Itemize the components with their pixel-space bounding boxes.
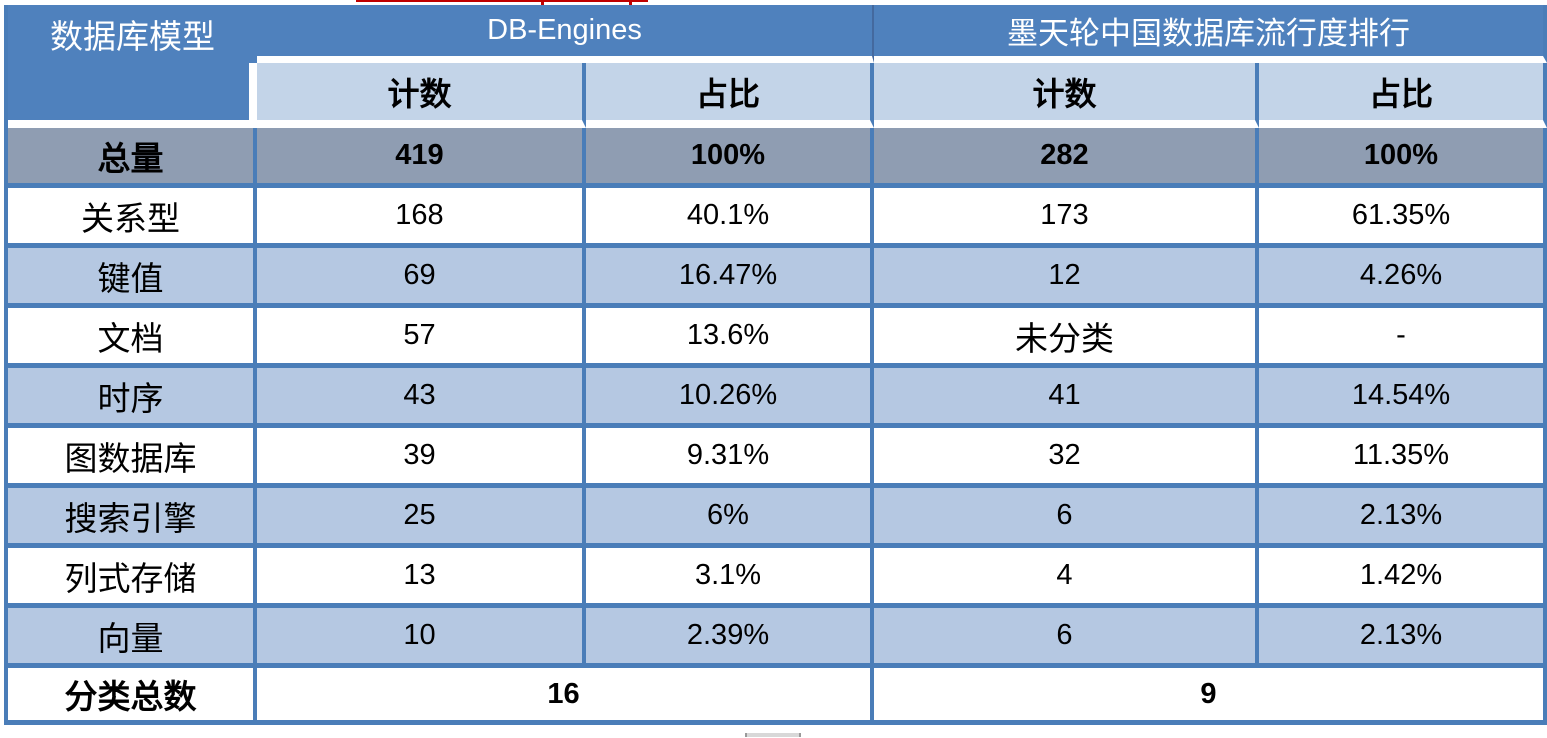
row-label: 搜索引擎 xyxy=(8,488,257,548)
row-label: 分类总数 xyxy=(8,668,257,725)
cell-value: 13.6% xyxy=(586,308,874,368)
header-group-row: 数据库模型 DB-Engines 墨天轮中国数据库流行度排行 xyxy=(8,5,1547,63)
cell-value: 12 xyxy=(874,248,1259,308)
row-label: 列式存储 xyxy=(8,548,257,608)
cell-value: 4 xyxy=(874,548,1259,608)
cell-value: 6 xyxy=(874,608,1259,668)
group-header-db-engines: DB-Engines xyxy=(257,5,874,63)
header-sub-row: 计数 占比 计数 占比 xyxy=(8,63,1547,128)
cell-value: 39 xyxy=(257,428,586,488)
table-row-columnar: 列式存储 13 3.1% 4 1.42% xyxy=(8,548,1547,608)
cell-value: 41 xyxy=(874,368,1259,428)
table-row-document: 文档 57 13.6% 未分类 - xyxy=(8,308,1547,368)
cell-value: 16.47% xyxy=(586,248,874,308)
table-row-graph: 图数据库 39 9.31% 32 11.35% xyxy=(8,428,1547,488)
row-label: 总量 xyxy=(8,128,257,188)
cell-value: 6% xyxy=(586,488,874,548)
cell-value: 419 xyxy=(257,128,586,188)
cell-value: 100% xyxy=(586,128,874,188)
cropped-cell-fragment xyxy=(745,733,801,737)
row-label: 文档 xyxy=(8,308,257,368)
category-total-db-engines: 16 xyxy=(257,668,874,725)
corner-header-database-model: 数据库模型 xyxy=(8,5,257,63)
cell-value: 11.35% xyxy=(1259,428,1547,488)
cell-value: 10.26% xyxy=(586,368,874,428)
row-label: 时序 xyxy=(8,368,257,428)
row-label: 图数据库 xyxy=(8,428,257,488)
cell-value: 3.1% xyxy=(586,548,874,608)
cell-value: 40.1% xyxy=(586,188,874,248)
col-header-share-db-engines: 占比 xyxy=(586,63,874,128)
cell-value: 173 xyxy=(874,188,1259,248)
cell-value: 13 xyxy=(257,548,586,608)
cropped-text-fragment xyxy=(629,0,632,5)
table-row-vector: 向量 10 2.39% 6 2.13% xyxy=(8,608,1547,668)
cell-value: - xyxy=(1259,308,1547,368)
cell-value: 14.54% xyxy=(1259,368,1547,428)
cell-value: 未分类 xyxy=(874,308,1259,368)
col-header-share-motianlun: 占比 xyxy=(1259,63,1547,128)
cell-value: 43 xyxy=(257,368,586,428)
table-row-key-value: 键值 69 16.47% 12 4.26% xyxy=(8,248,1547,308)
cell-value: 32 xyxy=(874,428,1259,488)
table-row-time-series: 时序 43 10.26% 41 14.54% xyxy=(8,368,1547,428)
table-row-category-total: 分类总数 16 9 xyxy=(8,668,1547,725)
cell-value: 168 xyxy=(257,188,586,248)
cell-value: 2.13% xyxy=(1259,488,1547,548)
cell-value: 69 xyxy=(257,248,586,308)
cell-value: 9.31% xyxy=(586,428,874,488)
category-total-motianlun: 9 xyxy=(874,668,1547,725)
cell-value: 282 xyxy=(874,128,1259,188)
cell-value: 100% xyxy=(1259,128,1547,188)
col-header-count-motianlun: 计数 xyxy=(874,63,1259,128)
cropped-text-fragment xyxy=(541,0,544,5)
row-label: 关系型 xyxy=(8,188,257,248)
cell-value: 6 xyxy=(874,488,1259,548)
cell-value: 25 xyxy=(257,488,586,548)
cell-value: 57 xyxy=(257,308,586,368)
cell-value: 2.13% xyxy=(1259,608,1547,668)
row-label: 键值 xyxy=(8,248,257,308)
database-model-comparison-table: 数据库模型 DB-Engines 墨天轮中国数据库流行度排行 计数 占比 计数 … xyxy=(4,5,1547,725)
table-row-relational: 关系型 168 40.1% 173 61.35% xyxy=(8,188,1547,248)
table-row-total: 总量 419 100% 282 100% xyxy=(8,128,1547,188)
row-label: 向量 xyxy=(8,608,257,668)
col-header-count-db-engines: 计数 xyxy=(257,63,586,128)
table-row-search-engine: 搜索引擎 25 6% 6 2.13% xyxy=(8,488,1547,548)
cell-value: 2.39% xyxy=(586,608,874,668)
cell-value: 10 xyxy=(257,608,586,668)
group-header-motianlun: 墨天轮中国数据库流行度排行 xyxy=(874,5,1547,63)
comparison-table: 数据库模型 DB-Engines 墨天轮中国数据库流行度排行 计数 占比 计数 … xyxy=(4,5,1547,725)
cell-value: 1.42% xyxy=(1259,548,1547,608)
cell-value: 4.26% xyxy=(1259,248,1547,308)
cell-value: 61.35% xyxy=(1259,188,1547,248)
cropped-text-underline-fragment xyxy=(356,0,648,2)
corner-header-spacer xyxy=(8,63,257,128)
